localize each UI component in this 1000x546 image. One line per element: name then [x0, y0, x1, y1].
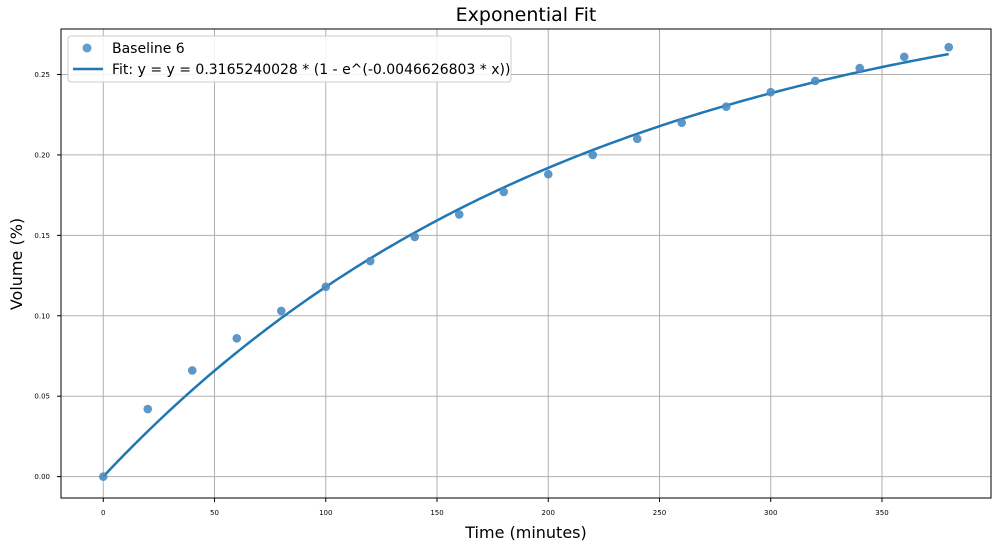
y-tick-label: 0.20: [34, 151, 50, 159]
y-tick-label: 0.00: [34, 473, 50, 481]
x-tick-label: 100: [319, 509, 332, 517]
data-point: [321, 282, 331, 292]
data-point: [276, 306, 286, 316]
data-point: [543, 169, 553, 179]
chart-title: Exponential Fit: [456, 4, 597, 26]
data-point: [677, 118, 687, 128]
data-point: [232, 333, 242, 343]
x-tick-label: 300: [764, 509, 777, 517]
data-point: [632, 134, 642, 144]
data-point: [454, 210, 464, 219]
data-point: [365, 256, 375, 266]
data-point: [721, 102, 731, 111]
data-point: [766, 87, 776, 97]
x-axis-ticks: 0 50 100 150 200 250 300 350: [101, 498, 889, 517]
data-point: [899, 52, 909, 62]
data-point: [588, 150, 598, 160]
scatter-points-layer: [98, 42, 954, 481]
legend-scatter-marker: [82, 43, 92, 53]
x-tick-label: 0: [101, 509, 105, 517]
y-tick-label: 0.15: [34, 232, 50, 240]
data-point: [810, 76, 820, 86]
legend: Baseline 6 Fit: y = y = 0.3165240028 * (…: [67, 35, 512, 83]
data-point: [187, 366, 197, 375]
grid-lines: [61, 29, 991, 498]
x-tick-label: 350: [875, 509, 888, 517]
x-tick-label: 50: [210, 509, 219, 517]
plot-frame: [60, 28, 992, 499]
legend-label-fit: Fit: y = y = 0.3165240028 * (1 - e^(-0.0…: [112, 62, 510, 78]
y-tick-label: 0.10: [34, 312, 50, 320]
data-point: [855, 63, 865, 73]
data-point: [143, 404, 153, 414]
data-point: [410, 232, 420, 242]
fit-line: [102, 52, 949, 478]
x-tick-label: 200: [542, 509, 555, 517]
x-tick-label: 150: [430, 509, 443, 517]
x-axis-title: Time (minutes): [464, 523, 587, 542]
data-point: [98, 472, 108, 481]
y-tick-label: 0.05: [34, 393, 50, 401]
x-tick-label: 250: [653, 509, 666, 517]
data-point: [944, 42, 954, 52]
y-tick-label: 0.25: [34, 71, 50, 79]
legend-label-scatter: Baseline 6: [112, 41, 185, 57]
legend-box: [67, 35, 512, 83]
fit-line-layer: [102, 52, 949, 478]
y-axis-ticks: 0.00 0.05 0.10 0.15 0.20 0.25: [34, 71, 61, 481]
y-axis-title: Volume (%): [7, 218, 26, 310]
data-point: [499, 187, 509, 197]
